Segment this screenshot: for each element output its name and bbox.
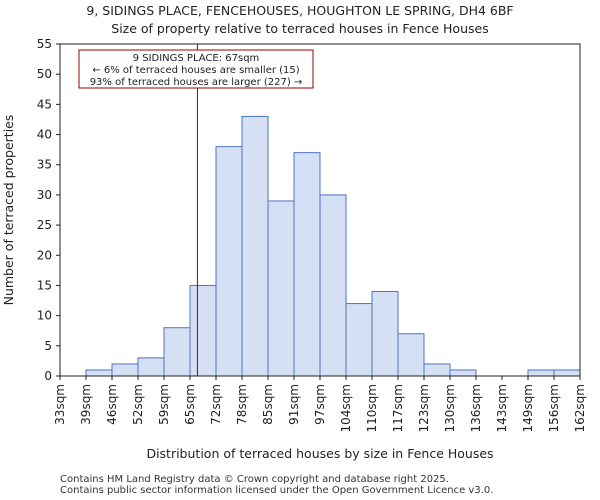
x-tick-label: 78sqm (235, 384, 249, 425)
y-tick-label: 45 (37, 97, 52, 111)
y-tick-label: 35 (37, 158, 52, 172)
histogram-bar (241, 115, 269, 377)
x-tick-label: 143sqm (495, 384, 509, 432)
y-tick-label: 20 (37, 248, 52, 262)
x-tick-label: 52sqm (131, 384, 145, 425)
histogram-bar (189, 284, 217, 377)
chart-subtitle: Size of property relative to terraced ho… (111, 21, 489, 36)
x-tick-label: 117sqm (391, 384, 405, 432)
x-tick-label: 136sqm (469, 384, 483, 432)
y-tick-label: 25 (37, 218, 52, 232)
footer-line-2: Contains public sector information licen… (60, 485, 494, 496)
y-tick-label: 10 (37, 309, 52, 323)
x-tick-label: 59sqm (157, 384, 171, 425)
histogram-bar (163, 327, 191, 377)
histogram-bar (85, 369, 113, 377)
y-tick-label: 40 (37, 128, 52, 142)
x-tick-label: 72sqm (209, 384, 223, 425)
histogram-bar (449, 369, 477, 377)
x-tick-label: 149sqm (521, 384, 535, 432)
y-axis-ticks: 0 5 10 15 20 25 30 35 40 45 50 55 (37, 37, 60, 383)
histogram-bar (423, 363, 451, 377)
chart-title: 9, SIDINGS PLACE, FENCEHOUSES, HOUGHTON … (86, 3, 514, 18)
x-tick-label: 156sqm (547, 384, 561, 432)
y-tick-label: 55 (37, 37, 52, 51)
x-tick-label: 91sqm (287, 384, 301, 425)
x-tick-label: 33sqm (53, 384, 67, 425)
histogram-bar (371, 290, 399, 377)
histogram-bar (215, 146, 243, 377)
x-axis-label: Distribution of terraced houses by size … (146, 446, 493, 461)
histogram-bar (345, 303, 373, 377)
x-tick-label: 123sqm (417, 384, 431, 432)
histogram-bar (319, 194, 347, 377)
x-tick-label: 162sqm (573, 384, 587, 432)
annotation-box (78, 49, 314, 89)
x-tick-label: 104sqm (339, 384, 353, 432)
annotation-line-1: 9 SIDINGS PLACE: 67sqm (133, 53, 260, 64)
histogram-bar (397, 333, 425, 377)
histogram-bar (267, 200, 295, 377)
x-tick-label: 85sqm (261, 384, 275, 425)
y-tick-label: 30 (37, 188, 52, 202)
y-tick-label: 0 (44, 369, 52, 383)
histogram-bar (527, 369, 555, 377)
y-axis-label: Number of terraced properties (1, 115, 16, 306)
x-tick-label: 46sqm (105, 384, 119, 425)
histogram-bar (137, 357, 165, 377)
x-tick-label: 65sqm (183, 384, 197, 425)
annotation-line-2: ← 6% of terraced houses are smaller (15) (92, 65, 299, 76)
histogram-bar (111, 363, 139, 377)
y-tick-label: 5 (44, 339, 52, 353)
y-tick-label: 50 (37, 67, 52, 81)
bars-group (85, 115, 581, 377)
x-tick-label: 97sqm (313, 384, 327, 425)
histogram-bar (553, 369, 581, 377)
x-tick-label: 130sqm (443, 384, 457, 432)
x-tick-label: 110sqm (365, 384, 379, 432)
plot-frame (59, 43, 581, 377)
y-tick-label: 15 (37, 278, 52, 292)
footer-line-1: Contains HM Land Registry data © Crown c… (60, 474, 449, 485)
annotation-line-3: 93% of terraced houses are larger (227) … (90, 77, 303, 88)
histogram-bar (293, 152, 321, 377)
x-axis-ticks: 33sqm 39sqm 46sqm 52sqm 59sqm 65sqm 72sqm 78sqm… (53, 376, 587, 432)
x-tick-label: 39sqm (79, 384, 93, 425)
